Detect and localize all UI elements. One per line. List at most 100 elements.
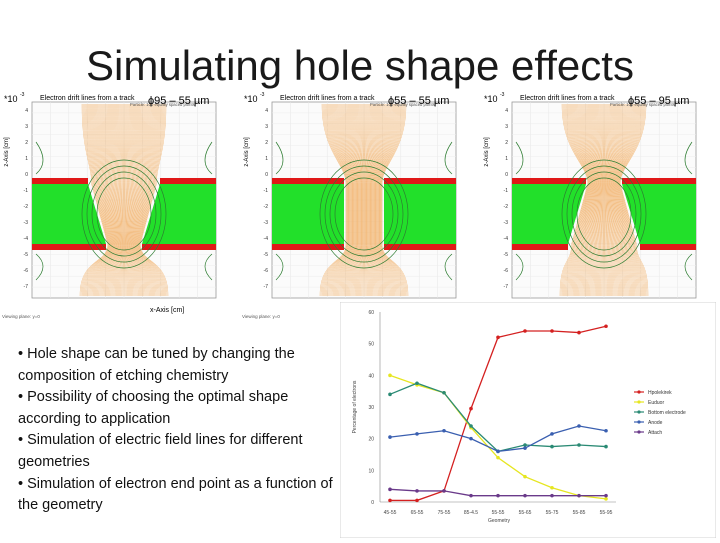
data-point bbox=[577, 493, 581, 498]
viewing-plane-label: Viewing plane: y=0 bbox=[242, 314, 280, 319]
drift-line bbox=[612, 103, 628, 297]
data-point bbox=[550, 432, 554, 436]
drift-line bbox=[600, 103, 604, 297]
data-point bbox=[469, 436, 473, 441]
equipotential-line bbox=[684, 141, 693, 175]
y-tick-label: -2 bbox=[504, 204, 509, 210]
legend-marker bbox=[637, 420, 641, 424]
power-label: *10 bbox=[244, 94, 258, 104]
drift-line bbox=[368, 103, 377, 297]
y-tick-label: 1 bbox=[25, 156, 28, 162]
drift-line bbox=[341, 103, 356, 297]
drift-line bbox=[614, 103, 634, 297]
data-point bbox=[604, 493, 608, 498]
drift-line bbox=[102, 103, 117, 297]
y-tick-label: -2 bbox=[24, 204, 29, 210]
drift-line bbox=[378, 103, 401, 297]
plot-subtitle: Particle: 100 equally spaced points bbox=[130, 102, 195, 107]
drift-line bbox=[131, 103, 146, 297]
drift-line bbox=[108, 103, 119, 297]
drift-line bbox=[130, 103, 142, 297]
drift-line bbox=[133, 103, 152, 297]
simulation-panel: 4 3 2 1 0 -1 -2 -3 -4 -5 -6 -7 Electron drift lines … bbox=[240, 92, 470, 322]
drift-line bbox=[126, 103, 131, 297]
drift-line bbox=[86, 103, 111, 297]
y-tick-label: -7 bbox=[504, 284, 509, 290]
y-tick-label: -3 bbox=[24, 220, 29, 226]
drift-line bbox=[571, 103, 593, 297]
equipotential-line bbox=[35, 253, 44, 281]
drift-line bbox=[368, 103, 376, 297]
equipotential-line bbox=[444, 253, 453, 281]
data-point bbox=[496, 449, 500, 454]
drift-line bbox=[617, 103, 641, 297]
data-point bbox=[442, 390, 446, 395]
drift-line bbox=[325, 103, 349, 297]
y-axis-label: z-Axis [cm] bbox=[4, 137, 10, 167]
y-axis-label: z-Axis [cm] bbox=[244, 137, 250, 167]
drift-line bbox=[91, 103, 113, 297]
gem-foil bbox=[272, 184, 456, 244]
drift-line bbox=[89, 103, 112, 297]
drift-line bbox=[376, 103, 396, 297]
equipotential-line bbox=[324, 165, 404, 263]
drift-line bbox=[326, 103, 349, 297]
drift-line bbox=[379, 103, 403, 297]
y-tick-label: -3 bbox=[264, 220, 269, 226]
drift-line bbox=[321, 103, 348, 297]
power-exponent: -3 bbox=[500, 92, 505, 98]
data-point bbox=[550, 485, 554, 490]
drift-line bbox=[589, 103, 599, 297]
y-tick-label: 4 bbox=[265, 108, 268, 114]
y-tick-label: 3 bbox=[505, 124, 508, 130]
bullet-item: • Possibility of choosing the optimal sh… bbox=[18, 389, 289, 427]
drift-line bbox=[348, 103, 358, 297]
drift-line bbox=[323, 103, 348, 297]
y-tick-label: -7 bbox=[264, 284, 269, 290]
drift-line bbox=[581, 103, 597, 297]
drift-line bbox=[320, 103, 347, 297]
equipotential-line bbox=[81, 159, 167, 269]
drift-line bbox=[373, 103, 389, 297]
drift-line bbox=[116, 103, 122, 297]
data-point bbox=[550, 444, 554, 449]
drift-line bbox=[594, 103, 602, 297]
drift-line bbox=[347, 103, 358, 297]
drift-line bbox=[105, 103, 118, 297]
drift-line bbox=[366, 103, 370, 297]
drift-line bbox=[616, 103, 640, 297]
y-tick-label: -6 bbox=[264, 268, 269, 274]
drift-line bbox=[119, 103, 123, 297]
drift-line bbox=[375, 103, 394, 297]
drift-line bbox=[570, 103, 593, 297]
drift-line bbox=[574, 103, 594, 297]
drift-line bbox=[364, 103, 366, 297]
drift-line bbox=[579, 103, 596, 297]
drift-line bbox=[377, 103, 399, 297]
y-tick-label: 4 bbox=[25, 108, 28, 114]
x-tick-label: 75-55 bbox=[438, 510, 451, 516]
drift-line bbox=[614, 103, 633, 297]
drift-line bbox=[599, 103, 603, 297]
bullet-list: • Hole shape can be tuned by changing th… bbox=[18, 344, 340, 517]
drift-line bbox=[380, 103, 405, 297]
equipotential-line bbox=[566, 165, 642, 263]
drift-line bbox=[611, 103, 627, 297]
drift-line bbox=[137, 103, 161, 297]
drift-line bbox=[378, 103, 400, 297]
drift-line bbox=[375, 103, 392, 297]
drift-line bbox=[559, 103, 589, 297]
drift-line bbox=[324, 103, 349, 297]
hole-diameter-label: ϕ55 – 95 µm bbox=[628, 95, 690, 107]
data-point bbox=[496, 493, 500, 498]
viewing-plane-label: Viewing plane: y=0 bbox=[2, 314, 40, 319]
power-label: *10 bbox=[4, 94, 18, 104]
plot-subtitle: Particle: 100 equally spaced points bbox=[610, 102, 675, 107]
top-electrode bbox=[622, 178, 696, 184]
legend-label: Attach bbox=[648, 430, 662, 436]
drift-line bbox=[139, 103, 168, 297]
drift-line bbox=[572, 103, 593, 297]
drift-line bbox=[365, 103, 368, 297]
drift-line bbox=[328, 103, 350, 297]
y-tick-label: -7 bbox=[24, 284, 29, 290]
